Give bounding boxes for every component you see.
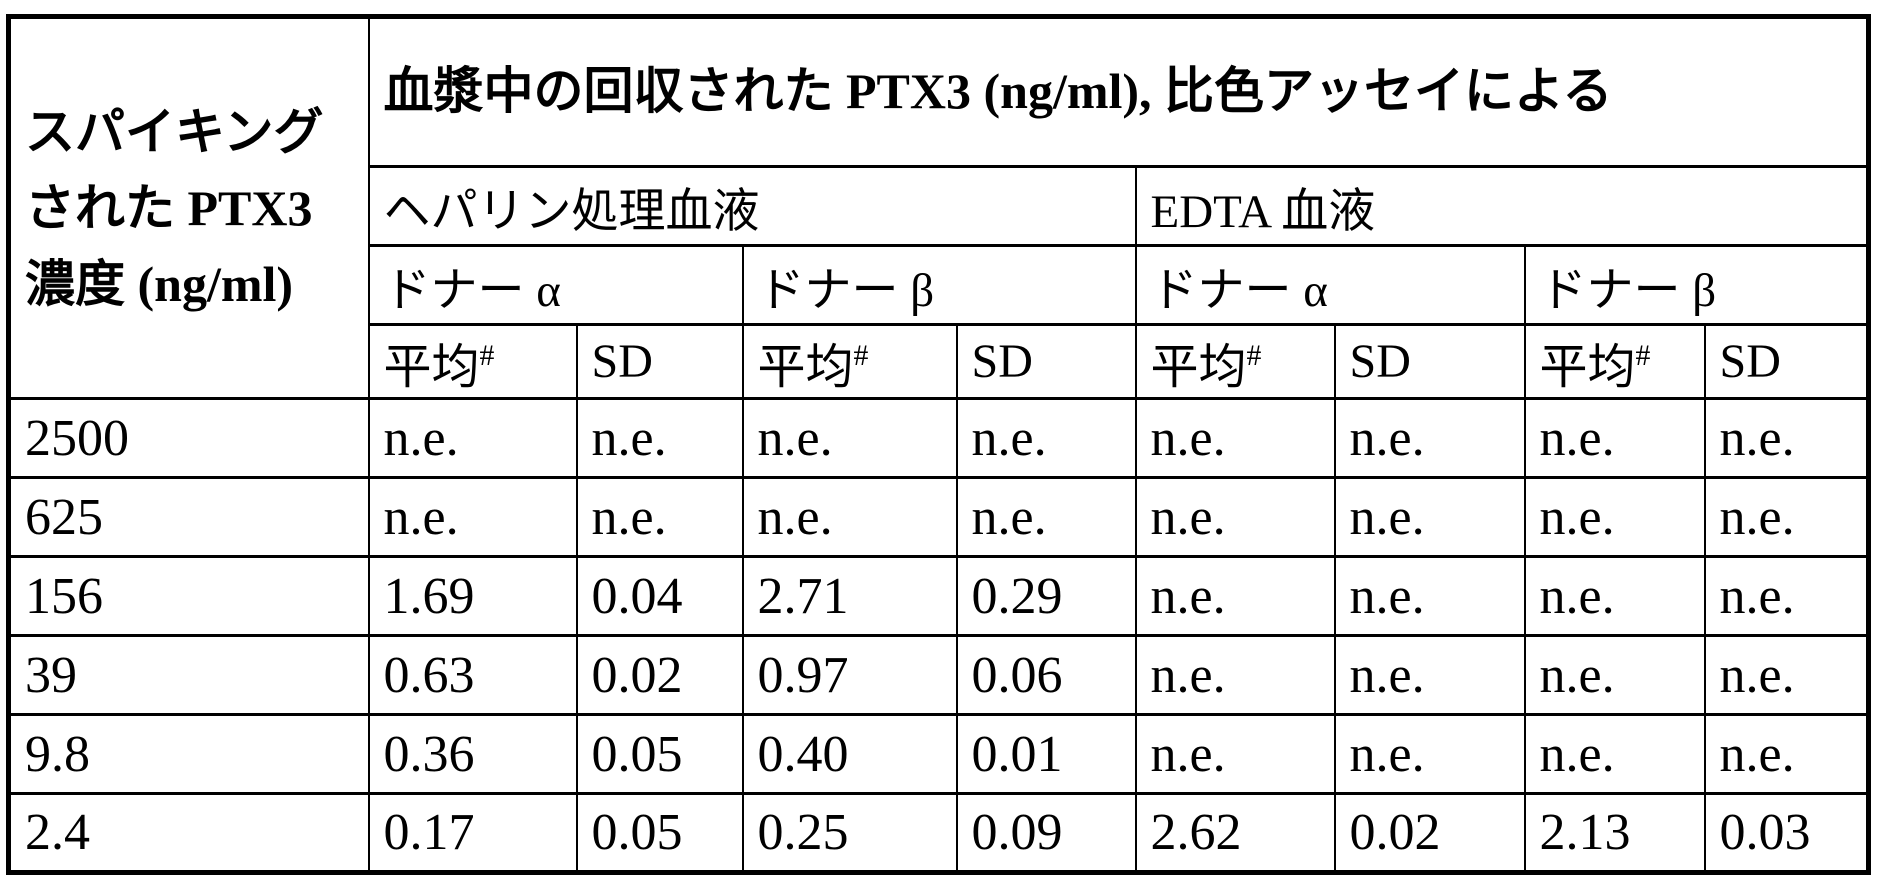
- data-cell: n.e.: [367, 476, 578, 558]
- data-cell: 0.05: [575, 792, 744, 874]
- data-cell: n.e.: [1134, 555, 1336, 637]
- row-label: 2.4: [7, 792, 370, 874]
- data-cell: n.e.: [1333, 713, 1526, 795]
- data-cell: n.e.: [1703, 713, 1870, 795]
- data-cell: n.e.: [955, 476, 1137, 558]
- data-cell: n.e.: [1703, 397, 1870, 479]
- table-row: 625 n.e. n.e. n.e. n.e. n.e. n.e. n.e. n…: [7, 476, 1870, 558]
- data-cell: 0.06: [955, 634, 1137, 716]
- data-cell: n.e.: [1703, 555, 1870, 637]
- data-cell: n.e.: [367, 397, 578, 479]
- data-cell: 0.02: [575, 634, 744, 716]
- data-cell: n.e.: [1134, 634, 1336, 716]
- data-cell: n.e.: [741, 476, 958, 558]
- data-cell: n.e.: [955, 397, 1137, 479]
- ptx3-recovery-table-container: スパイキング された PTX3 濃度 (ng/ml) 血漿中の回収された PTX…: [6, 14, 1872, 875]
- data-cell: 2.62: [1134, 792, 1336, 874]
- mean-header: 平均#: [1134, 323, 1336, 400]
- spiked-header-line-1: スパイキング: [25, 104, 324, 160]
- data-cell: n.e.: [1523, 634, 1706, 716]
- recovered-ptx3-header-cell: 血漿中の回収された PTX3 (ng/ml), 比色アッセイによる: [367, 15, 1870, 168]
- data-cell: n.e.: [1703, 476, 1870, 558]
- data-cell: 0.97: [741, 634, 958, 716]
- mean-footnote-marker: #: [479, 338, 495, 372]
- sd-label: SD: [971, 335, 1033, 388]
- mean-header: 平均#: [1523, 323, 1706, 400]
- sd-header: SD: [1703, 323, 1870, 400]
- mean-header: 平均#: [367, 323, 578, 400]
- donor-header-heparin-alpha: ドナー α: [367, 244, 744, 326]
- table-row: 156 1.69 0.04 2.71 0.29 n.e. n.e. n.e. n…: [7, 555, 1870, 637]
- mean-label: 平均: [1539, 340, 1636, 394]
- row-label: 9.8: [7, 713, 370, 795]
- data-cell: 0.03: [1703, 792, 1870, 874]
- row-label: 2500: [7, 397, 370, 479]
- data-cell: n.e.: [741, 397, 958, 479]
- mean-label: 平均: [757, 340, 854, 394]
- data-cell: n.e.: [1333, 555, 1526, 637]
- row-label: 39: [7, 634, 370, 716]
- data-cell: 0.02: [1333, 792, 1526, 874]
- data-cell: 0.05: [575, 713, 744, 795]
- sd-label: SD: [1349, 335, 1411, 388]
- mean-label: 平均: [383, 340, 480, 394]
- mean-label: 平均: [1150, 340, 1247, 394]
- row-label: 156: [7, 555, 370, 637]
- data-cell: 0.01: [955, 713, 1137, 795]
- table-row: 2.4 0.17 0.05 0.25 0.09 2.62 0.02 2.13 0…: [7, 792, 1870, 874]
- data-cell: 1.69: [367, 555, 578, 637]
- data-cell: n.e.: [1703, 634, 1870, 716]
- data-cell: 0.40: [741, 713, 958, 795]
- donor-header-heparin-beta: ドナー β: [741, 244, 1137, 326]
- data-cell: n.e.: [1333, 634, 1526, 716]
- data-cell: n.e.: [1523, 397, 1706, 479]
- sd-header: SD: [575, 323, 744, 400]
- data-cell: n.e.: [1134, 397, 1336, 479]
- donor-header-edta-alpha: ドナー α: [1134, 244, 1526, 326]
- mean-footnote-marker: #: [1635, 338, 1651, 372]
- row-label: 625: [7, 476, 370, 558]
- data-cell: n.e.: [1523, 713, 1706, 795]
- data-cell: n.e.: [1134, 476, 1336, 558]
- group-header-edta-blood: EDTA 血液: [1134, 165, 1870, 247]
- data-cell: n.e.: [1523, 476, 1706, 558]
- sd-label: SD: [591, 335, 653, 388]
- spiked-header-line-3: 濃度 (ng/ml): [25, 256, 294, 312]
- sd-header: SD: [1333, 323, 1526, 400]
- data-cell: 0.17: [367, 792, 578, 874]
- data-cell: 0.36: [367, 713, 578, 795]
- table-row: 9.8 0.36 0.05 0.40 0.01 n.e. n.e. n.e. n…: [7, 713, 1870, 795]
- data-cell: n.e.: [1523, 555, 1706, 637]
- data-cell: n.e.: [1134, 713, 1336, 795]
- table-row: 2500 n.e. n.e. n.e. n.e. n.e. n.e. n.e. …: [7, 397, 1870, 479]
- table-row: 39 0.63 0.02 0.97 0.06 n.e. n.e. n.e. n.…: [7, 634, 1870, 716]
- mean-header: 平均#: [741, 323, 958, 400]
- sd-header: SD: [955, 323, 1137, 400]
- data-cell: n.e.: [575, 397, 744, 479]
- data-cell: n.e.: [575, 476, 744, 558]
- data-cell: 0.09: [955, 792, 1137, 874]
- spiked-concentration-header-cell: スパイキング された PTX3 濃度 (ng/ml): [7, 15, 370, 400]
- mean-footnote-marker: #: [853, 338, 869, 372]
- data-cell: 0.63: [367, 634, 578, 716]
- group-header-heparin-blood: ヘパリン処理血液: [367, 165, 1137, 247]
- data-cell: 2.71: [741, 555, 958, 637]
- ptx3-recovery-table: スパイキング された PTX3 濃度 (ng/ml) 血漿中の回収された PTX…: [6, 14, 1872, 875]
- data-cell: n.e.: [1333, 397, 1526, 479]
- mean-footnote-marker: #: [1246, 338, 1262, 372]
- sd-label: SD: [1719, 335, 1781, 388]
- data-cell: n.e.: [1333, 476, 1526, 558]
- data-cell: 0.25: [741, 792, 958, 874]
- data-cell: 0.29: [955, 555, 1137, 637]
- data-cell: 2.13: [1523, 792, 1706, 874]
- data-cell: 0.04: [575, 555, 744, 637]
- donor-header-edta-beta: ドナー β: [1523, 244, 1870, 326]
- spiked-header-line-2: された PTX3: [25, 180, 313, 236]
